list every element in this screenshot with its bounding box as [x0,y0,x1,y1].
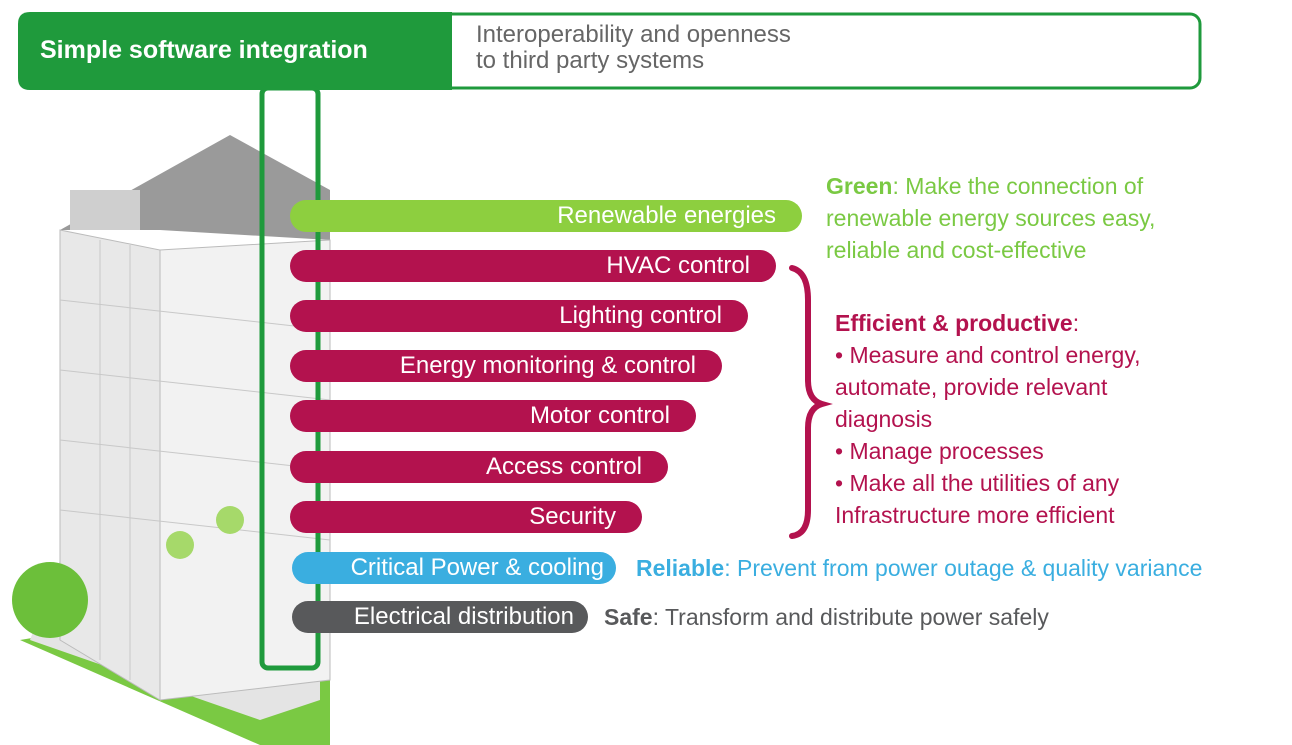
benefit-efficient: Efficient & productive: • Measure and co… [835,307,1141,531]
layer-pill: HVAC control [290,250,776,282]
text-line: renewable energy sources easy, [826,205,1156,231]
benefit-green: Green: Make the connection of renewable … [826,170,1155,266]
table [166,531,194,559]
building-side [159,239,331,701]
header-title-box [18,12,452,90]
text-line: diagnosis [835,406,933,432]
layer-pill: Lighting control [290,300,748,332]
layer-pill: Energy monitoring & control [290,350,722,382]
text-line: • Make all the utilities of any [835,470,1120,496]
text-line: automate, provide relevant [835,374,1108,400]
benefit-term: Efficient & productive [835,310,1073,336]
text-line: : Make the connection of [892,173,1144,199]
benefit-term: Reliable [636,555,725,581]
layer-pill: Security [290,501,642,533]
benefit-term: Safe [604,604,653,630]
header-title: Simple software integration [40,36,368,64]
table [216,506,244,534]
benefit-safe: Safe: Transform and distribute power saf… [604,601,1049,633]
floors [59,240,331,680]
header-description: Interoperability and openness to third p… [476,22,791,74]
layer-pill: Critical Power & cooling [292,552,616,584]
text-line: • Manage processes [835,438,1044,464]
roof-unit [70,190,140,230]
tree [12,562,88,638]
layer-pill: Motor control [290,400,696,432]
building-front [59,229,161,701]
text-line: reliable and cost-effective [826,237,1087,263]
layer-pill: Access control [290,451,668,483]
text-line: Interoperability and openness [476,21,791,48]
text-line: to third party systems [476,47,705,74]
text-line: : [1072,310,1080,336]
bracket [789,265,833,539]
text-line: • Measure and control energy, [835,342,1141,368]
text-line: Infrastructure more efficient [835,502,1115,528]
text-line: : Prevent from power outage & quality va… [724,555,1203,581]
text-line: : Transform and distribute power safely [652,604,1049,630]
benefit-reliable: Reliable: Prevent from power outage & qu… [636,552,1202,584]
benefit-term: Green [826,173,893,199]
layer-pill: Renewable energies [290,200,802,232]
layer-pill: Electrical distribution [292,601,588,633]
